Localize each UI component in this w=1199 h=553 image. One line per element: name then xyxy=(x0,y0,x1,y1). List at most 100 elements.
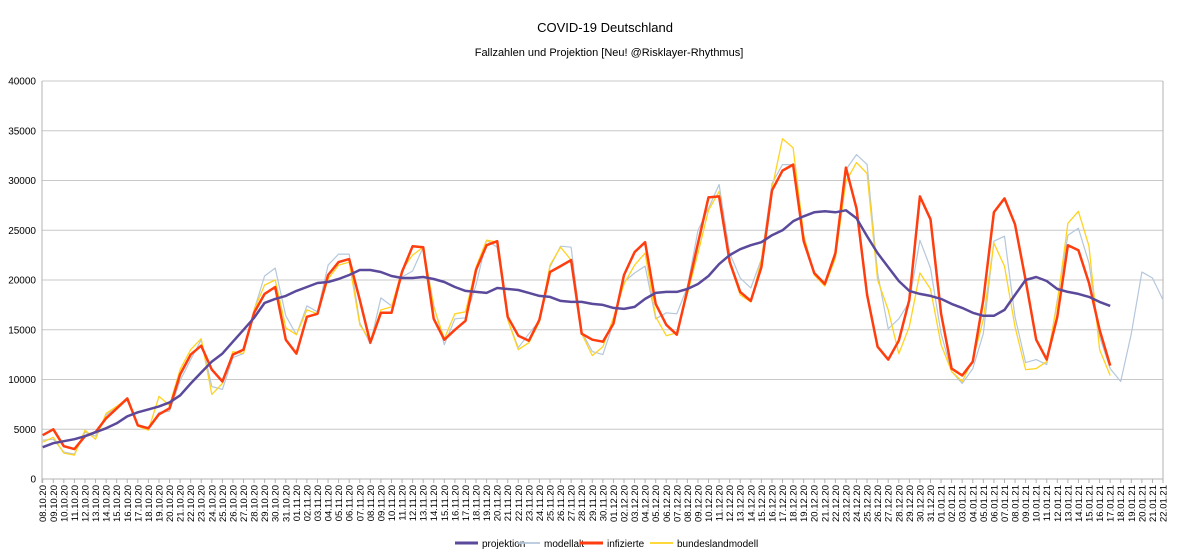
chart-subtitle: Fallzahlen und Projektion [Neu! @Risklay… xyxy=(475,47,744,59)
x-tick-label: 01.01.21 xyxy=(937,485,948,522)
y-tick-label: 10000 xyxy=(8,375,36,386)
x-tick-label: 25.10.20 xyxy=(218,485,229,522)
x-tick-label: 27.12.20 xyxy=(884,485,895,522)
x-tick-label: 08.12.20 xyxy=(683,485,694,522)
legend-label-infizierte: infizierte xyxy=(607,539,645,550)
x-tick-label: 17.01.21 xyxy=(1106,485,1117,522)
x-tick-label: 05.11.20 xyxy=(334,485,345,521)
x-tick-label: 13.11.20 xyxy=(419,485,430,521)
x-tick-label: 11.12.20 xyxy=(715,485,726,521)
x-tick-label: 13.12.20 xyxy=(736,485,747,522)
x-tick-label: 15.10.20 xyxy=(112,485,123,522)
x-tick-label: 09.11.20 xyxy=(376,485,387,521)
x-tick-label: 15.11.20 xyxy=(440,485,451,521)
x-tick-label: 10.10.20 xyxy=(59,485,70,522)
x-tick-label: 30.12.20 xyxy=(915,485,926,522)
x-tick-label: 10.12.20 xyxy=(704,485,715,522)
y-tick-label: 0 xyxy=(30,475,36,486)
x-tick-label: 09.12.20 xyxy=(693,485,704,522)
x-tick-label: 14.01.21 xyxy=(1074,485,1085,522)
x-tick-label: 28.12.20 xyxy=(894,485,905,522)
x-tick-label: 25.11.20 xyxy=(546,485,557,521)
x-tick-label: 09.01.21 xyxy=(1021,485,1032,522)
series-lines xyxy=(42,138,1164,456)
x-tick-label: 02.12.20 xyxy=(619,485,630,522)
x-tick-label: 11.10.20 xyxy=(70,485,81,521)
x-tick-label: 30.11.20 xyxy=(598,485,609,521)
x-tick-label: 17.11.20 xyxy=(461,485,472,521)
x-tick-label: 16.11.20 xyxy=(450,485,461,521)
x-tick-label: 11.01.21 xyxy=(1042,485,1053,521)
x-tick-label: 17.10.20 xyxy=(133,485,144,522)
x-tick-label: 01.12.20 xyxy=(609,485,620,522)
x-tick-label: 30.10.20 xyxy=(271,485,282,522)
x-tick-label: 25.12.20 xyxy=(863,485,874,522)
series-line-modellalt xyxy=(42,154,1164,455)
x-tick-label: 12.01.21 xyxy=(1053,485,1064,522)
x-tick-label: 20.11.20 xyxy=(493,485,504,521)
legend-label-modellalt: modellalt xyxy=(544,539,584,550)
x-tick-label: 29.10.20 xyxy=(260,485,271,522)
chart-title: COVID-19 Deutschland xyxy=(537,20,673,35)
legend-label-projektion: projektion xyxy=(482,539,525,550)
legend: projektion modellalt infizierte bundeslandm… xyxy=(455,539,758,550)
x-tick-label: 12.12.20 xyxy=(725,485,736,522)
series-line-projektion xyxy=(42,209,1111,449)
y-tick-label: 20000 xyxy=(8,276,36,287)
x-tick-label: 14.11.20 xyxy=(429,485,440,521)
x-tick-label: 17.12.20 xyxy=(778,485,789,522)
x-tick-label: 28.10.20 xyxy=(250,485,261,522)
x-tick-label: 08.10.20 xyxy=(38,485,49,522)
x-tick-label: 07.12.20 xyxy=(672,485,683,522)
y-tick-label: 5000 xyxy=(14,425,37,436)
x-tick-label: 20.12.20 xyxy=(810,485,821,522)
x-tick-label: 08.01.21 xyxy=(1011,485,1022,522)
x-tick-label: 20.01.21 xyxy=(1137,485,1148,522)
legend-label-bundeslandmodell: bundeslandmodell xyxy=(677,539,758,550)
x-tick-label: 15.12.20 xyxy=(757,485,768,522)
x-tick-label: 24.10.20 xyxy=(207,485,218,522)
x-tick-label: 19.12.20 xyxy=(799,485,810,522)
x-tick-label: 21.01.21 xyxy=(1148,485,1159,522)
x-tick-label: 18.11.20 xyxy=(472,485,483,521)
x-tick-label: 13.01.21 xyxy=(1063,485,1074,522)
x-tick-label: 23.12.20 xyxy=(841,485,852,522)
x-tick-label: 21.12.20 xyxy=(820,485,831,522)
x-tick-label: 16.01.21 xyxy=(1095,485,1106,522)
gridlines xyxy=(41,80,1164,483)
x-tick-label: 22.01.21 xyxy=(1159,485,1170,522)
y-tick-label: 25000 xyxy=(8,226,36,237)
x-tick-label: 19.11.20 xyxy=(482,485,493,521)
x-tick-label: 26.11.20 xyxy=(556,485,567,521)
x-tick-label: 16.10.20 xyxy=(123,485,134,522)
x-tick-label: 07.01.21 xyxy=(1000,485,1011,522)
x-tick-label: 13.10.20 xyxy=(91,485,102,522)
x-tick-label: 27.10.20 xyxy=(239,485,250,522)
x-tick-label: 24.12.20 xyxy=(852,485,863,522)
y-tick-label: 15000 xyxy=(8,325,36,336)
x-tick-label: 02.01.21 xyxy=(947,485,958,522)
x-tick-label: 12.10.20 xyxy=(80,485,91,522)
x-tick-label: 31.12.20 xyxy=(926,485,937,522)
x-tick-label: 14.10.20 xyxy=(102,485,113,522)
x-tick-label: 08.11.20 xyxy=(366,485,377,521)
x-tick-label: 18.01.21 xyxy=(1116,485,1127,522)
x-tick-label: 18.12.20 xyxy=(789,485,800,522)
x-tick-label: 26.10.20 xyxy=(228,485,239,522)
y-tick-label: 30000 xyxy=(8,176,36,187)
series-line-infizierte xyxy=(42,163,1112,451)
x-tick-label: 04.11.20 xyxy=(324,485,335,521)
x-tick-label: 06.11.20 xyxy=(345,485,356,521)
x-tick-label: 11.11.20 xyxy=(398,485,409,521)
x-tick-label: 02.11.20 xyxy=(302,485,313,521)
x-tick-label: 07.11.20 xyxy=(355,485,366,521)
x-tick-label: 22.11.20 xyxy=(514,485,525,521)
x-tick-label: 04.12.20 xyxy=(641,485,652,522)
x-axis-tick-labels: 08.10.20 09.10.20 10.10.20 11.10.20 12.10.20… xyxy=(38,485,1169,522)
y-axis-tick-labels: 0 5000 10000 15000 20000 25000 30000 35000 40000 xyxy=(8,77,36,486)
x-tick-label: 04.01.21 xyxy=(968,485,979,522)
x-tick-label: 10.01.21 xyxy=(1032,485,1043,522)
y-tick-label: 40000 xyxy=(8,77,36,88)
x-tick-label: 22.10.20 xyxy=(186,485,197,522)
x-tick-label: 16.12.20 xyxy=(767,485,778,522)
